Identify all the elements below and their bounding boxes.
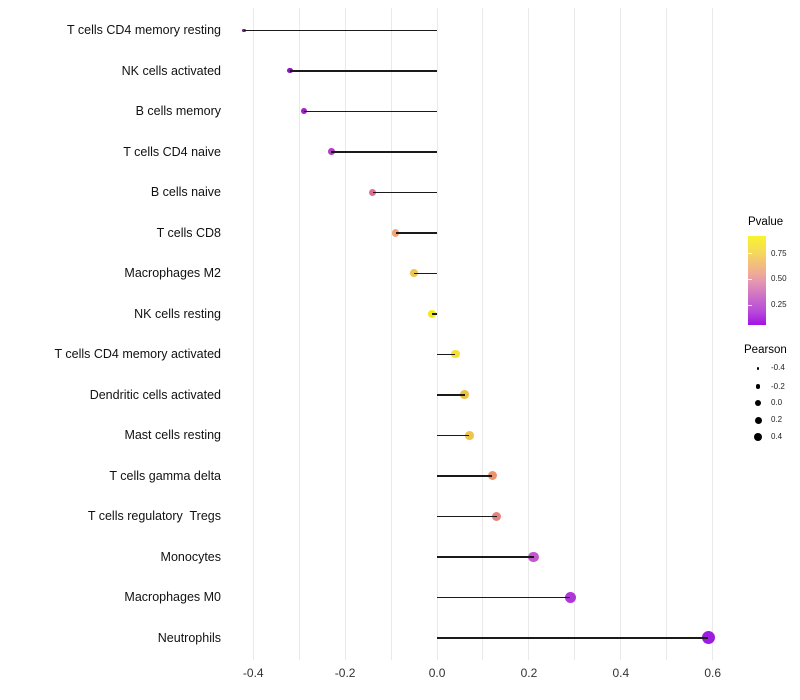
lollipop-dot: [369, 188, 377, 196]
colorbar-tick: [748, 253, 752, 255]
y-axis-label: T cells CD4 memory resting: [67, 23, 221, 38]
x-tick-label: -0.4: [242, 666, 264, 680]
gridline: [712, 8, 714, 660]
y-axis-label: Macrophages M0: [124, 590, 221, 605]
lollipop-stem: [244, 29, 438, 31]
lollipop-stem: [437, 515, 497, 517]
y-axis-label: Mast cells resting: [124, 428, 221, 443]
pearson-legend-title: Pearson: [744, 344, 787, 356]
lollipop-dot: [564, 591, 576, 603]
pearson-legend-dot: [755, 384, 761, 390]
y-axis-label: NK cells resting: [134, 306, 221, 321]
lollipop-stem: [437, 556, 534, 558]
pvalue-tick-label: 0.50: [771, 274, 787, 284]
gridline: [436, 8, 438, 660]
lollipop-stem: [437, 394, 465, 396]
pearson-legend-label: 0.4: [771, 431, 783, 441]
lollipop-dot: [451, 350, 460, 359]
lollipop-stem: [331, 151, 438, 153]
pearson-legend-label: -0.2: [771, 381, 785, 391]
pearson-legend-label: -0.4: [771, 363, 785, 373]
lollipop-stem: [432, 313, 438, 315]
gridline: [252, 8, 254, 660]
pearson-legend-dot: [755, 400, 761, 407]
x-tick-label: 0.0: [428, 666, 446, 680]
gridline: [298, 8, 300, 660]
lollipop-dot: [528, 551, 539, 562]
pearson-legend-dot: [756, 366, 760, 370]
pvalue-tick-label: 0.75: [771, 248, 787, 258]
y-axis-label: T cells gamma delta: [109, 468, 221, 483]
gridline: [390, 8, 392, 660]
pearson-legend-label: 0.2: [771, 415, 783, 424]
lollipop-stem: [414, 272, 438, 274]
y-axis-label: T cells CD8: [156, 225, 221, 240]
colorbar-tick: [748, 304, 752, 306]
x-tick-label: 0.4: [612, 666, 630, 680]
y-axis-label: Dendritic cells activated: [89, 387, 221, 402]
lollipop-stem: [437, 596, 571, 598]
gridline: [528, 8, 530, 660]
gridline: [574, 8, 576, 660]
lollipop-stem: [372, 191, 438, 193]
pearson-legend-dot: [754, 416, 762, 424]
y-axis-label: T cells CD4 naive: [123, 144, 221, 159]
gridline: [666, 8, 668, 660]
y-axis-label: Neutrophils: [157, 630, 221, 645]
lollipop-stem: [303, 110, 438, 112]
gridline: [620, 8, 622, 660]
lollipop-dot: [287, 68, 293, 74]
pearson-legend-dot: [753, 432, 763, 441]
lollipop-stem: [437, 353, 456, 355]
lollipop-stem: [437, 637, 709, 639]
y-axis-label: Monocytes: [160, 549, 221, 564]
y-axis-label: T cells regulatory Tregs: [87, 509, 221, 524]
y-axis-label: T cells CD4 memory activated: [54, 347, 222, 362]
lollipop-dot: [428, 309, 437, 318]
y-axis-label: B cells naive: [150, 185, 221, 200]
pvalue-tick-label: 0.25: [771, 300, 787, 310]
x-tick-label: -0.2: [334, 666, 356, 680]
y-axis-label: NK cells activated: [121, 63, 221, 78]
lollipop-stem: [290, 70, 438, 72]
pvalue-colorbar: [748, 235, 766, 325]
lollipop-dot: [701, 631, 715, 645]
gridline: [482, 8, 484, 660]
lollipop-stem: [437, 475, 493, 477]
lollipop-dot: [460, 390, 469, 400]
y-axis-label: Macrophages M2: [124, 266, 221, 281]
lollipop-dot: [487, 471, 497, 481]
lollipop-dot: [492, 511, 502, 521]
x-tick-label: 0.6: [704, 666, 722, 680]
gridline: [344, 8, 346, 660]
x-tick-label: 0.2: [520, 666, 538, 680]
lollipop-dot: [464, 430, 474, 440]
lollipop-stem: [395, 232, 438, 234]
y-axis-label: B cells memory: [135, 104, 221, 119]
lollipop-dot: [242, 28, 246, 32]
pvalue-legend-title: Pvalue: [748, 216, 784, 228]
lollipop-stem: [437, 434, 470, 436]
colorbar-tick: [748, 278, 752, 280]
pearson-legend-label: 0.0: [771, 398, 783, 408]
